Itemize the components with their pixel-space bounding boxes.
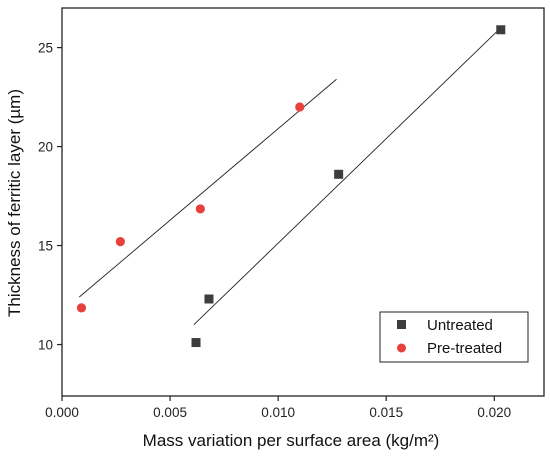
legend-marker-pre-treated	[397, 343, 406, 353]
data-points	[76, 25, 506, 348]
y-tick-label: 25	[38, 41, 53, 56]
legend-label-untreated: Untreated	[427, 317, 493, 334]
data-point-series-0	[334, 169, 344, 179]
y-axis-ticks: 10 15 20 25	[38, 41, 62, 353]
data-point-series-0	[191, 338, 201, 348]
y-tick-label: 10	[38, 338, 53, 353]
x-tick-label: 0.005	[153, 405, 187, 420]
fit-line-series-1	[79, 78, 337, 298]
data-point-series-1	[195, 204, 205, 214]
x-tick-label: 0.020	[477, 405, 511, 420]
y-tick-label: 15	[38, 239, 53, 254]
x-tick-label: 0.010	[261, 405, 295, 420]
data-point-series-1	[295, 102, 305, 112]
legend-marker-untreated	[397, 320, 406, 329]
legend-box	[379, 311, 529, 363]
plot-frame	[61, 7, 545, 397]
data-point-series-0	[496, 25, 506, 35]
data-point-series-0	[204, 294, 214, 304]
x-axis-label: Mass variation per surface area (kg/m²)	[143, 431, 440, 450]
data-point-series-1	[76, 303, 87, 313]
data-point-series-1	[115, 236, 125, 247]
legend: Untreated Pre-treated	[379, 311, 529, 363]
legend-label-pre-treated: Pre-treated	[427, 340, 502, 357]
fit-lines	[79, 27, 502, 326]
y-tick-label: 20	[38, 140, 53, 155]
fit-line-series-0	[193, 27, 502, 326]
x-tick-label: 0.015	[369, 405, 403, 420]
x-axis-ticks: 0.000 0.005 0.010 0.015 0.020	[45, 396, 511, 420]
x-tick-label: 0.000	[45, 405, 79, 420]
y-axis-label: Thickness of ferritic layer (µm)	[5, 89, 24, 317]
